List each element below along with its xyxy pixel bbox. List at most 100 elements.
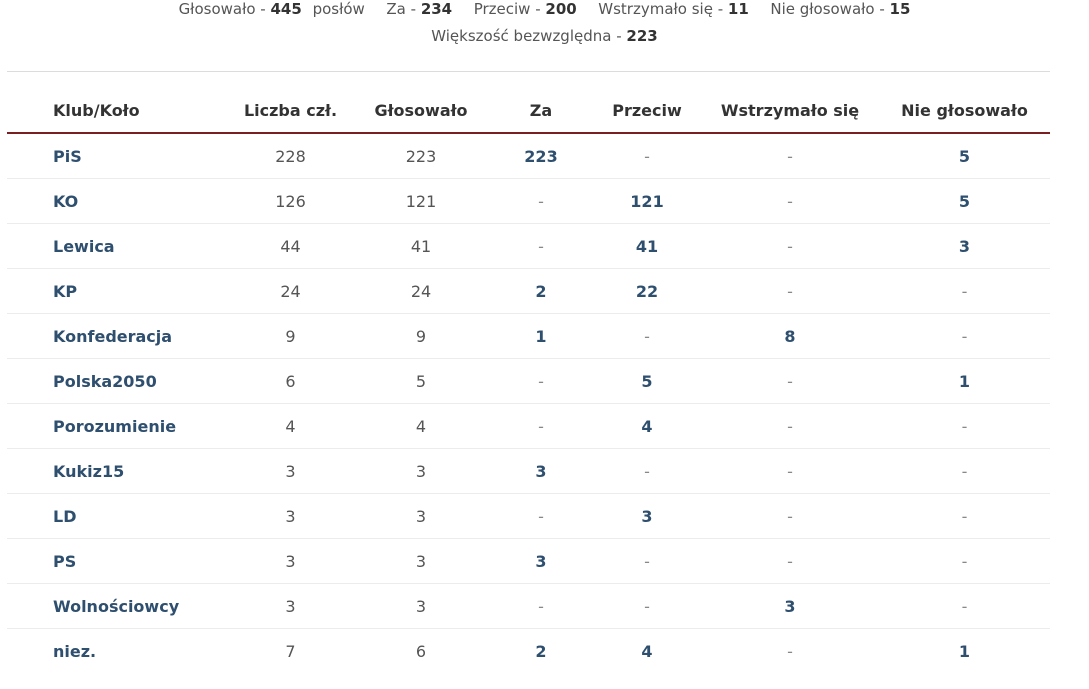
abstained-cell: -	[701, 268, 879, 314]
voted-cell: 3	[353, 583, 489, 629]
members-cell: 44	[228, 223, 353, 269]
voted-cell: 121	[353, 178, 489, 224]
voted-cell: 6	[415, 641, 427, 661]
club-name-link[interactable]: PS	[7, 538, 228, 584]
against-cell: -	[593, 583, 701, 629]
members-cell: 24	[228, 268, 353, 314]
against-cell[interactable]: 4	[593, 403, 701, 449]
table-row: LD 3 3-3- -	[7, 493, 1050, 539]
voted-cell: 5	[353, 358, 489, 404]
table-row: Lewica 44 41-41-3	[7, 223, 1050, 269]
club-name-link[interactable]: Kukiz15	[7, 448, 228, 494]
members-cell: 3	[228, 493, 353, 539]
members-cell: 126	[228, 178, 353, 224]
abstained-cell: -	[701, 403, 879, 449]
abstained-cell: -	[701, 493, 879, 539]
for-cell: -	[489, 583, 593, 629]
voted-cell: 223	[353, 133, 489, 179]
not-voted-cell: -	[879, 403, 1050, 449]
abstained-cell: -	[701, 448, 879, 494]
members-cell: 3	[228, 448, 353, 494]
for-cell[interactable]: 2	[489, 268, 593, 314]
club-name-link[interactable]: Lewica	[7, 223, 228, 269]
for-label: Za -	[386, 0, 417, 18]
header-for[interactable]: Za	[489, 88, 593, 134]
header-members[interactable]: Liczba czł.	[228, 88, 353, 134]
members-cell: 9	[228, 313, 353, 359]
abstained-cell: -	[701, 538, 879, 584]
against-cell[interactable]: 4	[641, 641, 653, 661]
voted-cell: 3	[353, 538, 489, 584]
header-not-voted[interactable]: Nie głosowało	[879, 88, 1050, 134]
club-name-link[interactable]: Konfederacja	[7, 313, 228, 359]
against-cell[interactable]: 22	[593, 268, 701, 314]
table-row: Kukiz15 3 3 3- - -	[7, 448, 1050, 494]
club-name-link[interactable]: niez.	[53, 641, 97, 661]
abstained-cell: -	[701, 133, 879, 179]
club-name-link[interactable]: Wolnościowcy	[7, 583, 228, 629]
voted-cell: 4	[353, 403, 489, 449]
club-name-link[interactable]: Porozumienie	[7, 403, 228, 449]
not-voted-cell: -	[879, 493, 1050, 539]
club-name-link[interactable]: PiS	[7, 133, 228, 179]
table-row: KP 24 24 2 22- -	[7, 268, 1050, 314]
not-voted-cell[interactable]: 5	[879, 133, 1050, 179]
header-abstained[interactable]: Wstrzymało się	[701, 88, 879, 134]
against-cell: -	[593, 538, 701, 584]
against-cell: -	[593, 448, 701, 494]
abstained-cell: -	[701, 178, 879, 224]
not-voted-cell[interactable]: 1	[958, 641, 971, 661]
not-voted-cell: -	[879, 583, 1050, 629]
voted-cell: 41	[353, 223, 489, 269]
for-cell[interactable]: 3	[489, 448, 593, 494]
against-cell[interactable]: 5	[593, 358, 701, 404]
abstained-cell: -	[701, 358, 879, 404]
abstained-cell[interactable]: 3	[701, 583, 879, 629]
against-cell[interactable]: 121	[593, 178, 701, 224]
not-voted-cell: -	[879, 268, 1050, 314]
not-voted-cell[interactable]: 1	[879, 358, 1050, 404]
header-club[interactable]: Klub/Koło	[7, 88, 228, 134]
club-name-link[interactable]: KP	[7, 268, 228, 314]
for-cell: -	[489, 403, 593, 449]
voted-cell: 24	[353, 268, 489, 314]
against-cell[interactable]: 41	[593, 223, 701, 269]
club-name-link[interactable]: KO	[7, 178, 228, 224]
voted-label: Głosowało -	[178, 0, 266, 18]
against-label: Przeciw -	[473, 0, 541, 18]
members-cell: 7	[285, 641, 296, 661]
table-row: Polska2050 6 5-5-1	[7, 358, 1050, 404]
not-voted-cell: -	[879, 448, 1050, 494]
header-voted[interactable]: Głosowało	[353, 88, 489, 134]
abstained-cell: -	[701, 223, 879, 269]
voted-cell: 9	[353, 313, 489, 359]
for-cell: -	[489, 223, 593, 269]
club-name-link[interactable]: LD	[7, 493, 228, 539]
against-cell: -	[593, 133, 701, 179]
voted-value: 445	[270, 0, 302, 18]
for-cell[interactable]: 3	[489, 538, 593, 584]
table-row: Konfederacja 9 9 1-8-	[7, 313, 1050, 359]
abstained-value: 11	[727, 0, 749, 18]
for-cell[interactable]: 2	[535, 641, 547, 661]
voted-cell: 3	[353, 448, 489, 494]
not-voted-cell[interactable]: 5	[879, 178, 1050, 224]
against-value: 200	[545, 0, 577, 18]
table-row: Wolnościowcy 3 3- -3-	[7, 583, 1050, 629]
table-row: KO 126 121-121-5	[7, 178, 1050, 224]
against-cell[interactable]: 3	[593, 493, 701, 539]
club-name-link[interactable]: Polska2050	[7, 358, 228, 404]
for-cell[interactable]: 223	[489, 133, 593, 179]
not-voted-cell[interactable]: 3	[879, 223, 1050, 269]
members-cell: 3	[228, 538, 353, 584]
members-cell: 6	[228, 358, 353, 404]
vote-summary: Głosowało - 445 posłów Za - 234 Przeciw …	[0, 0, 1089, 19]
for-cell[interactable]: 1	[489, 313, 593, 359]
table-header-row: Klub/Koło Liczba czł. Głosowało Za Przec…	[7, 88, 1050, 134]
abstained-cell[interactable]: 8	[701, 313, 879, 359]
for-value: 234	[420, 0, 453, 18]
abstained-label: Wstrzymało się -	[598, 0, 724, 18]
not-voted-cell: -	[879, 313, 1050, 359]
header-against[interactable]: Przeciw	[593, 88, 701, 134]
for-cell: -	[489, 358, 593, 404]
